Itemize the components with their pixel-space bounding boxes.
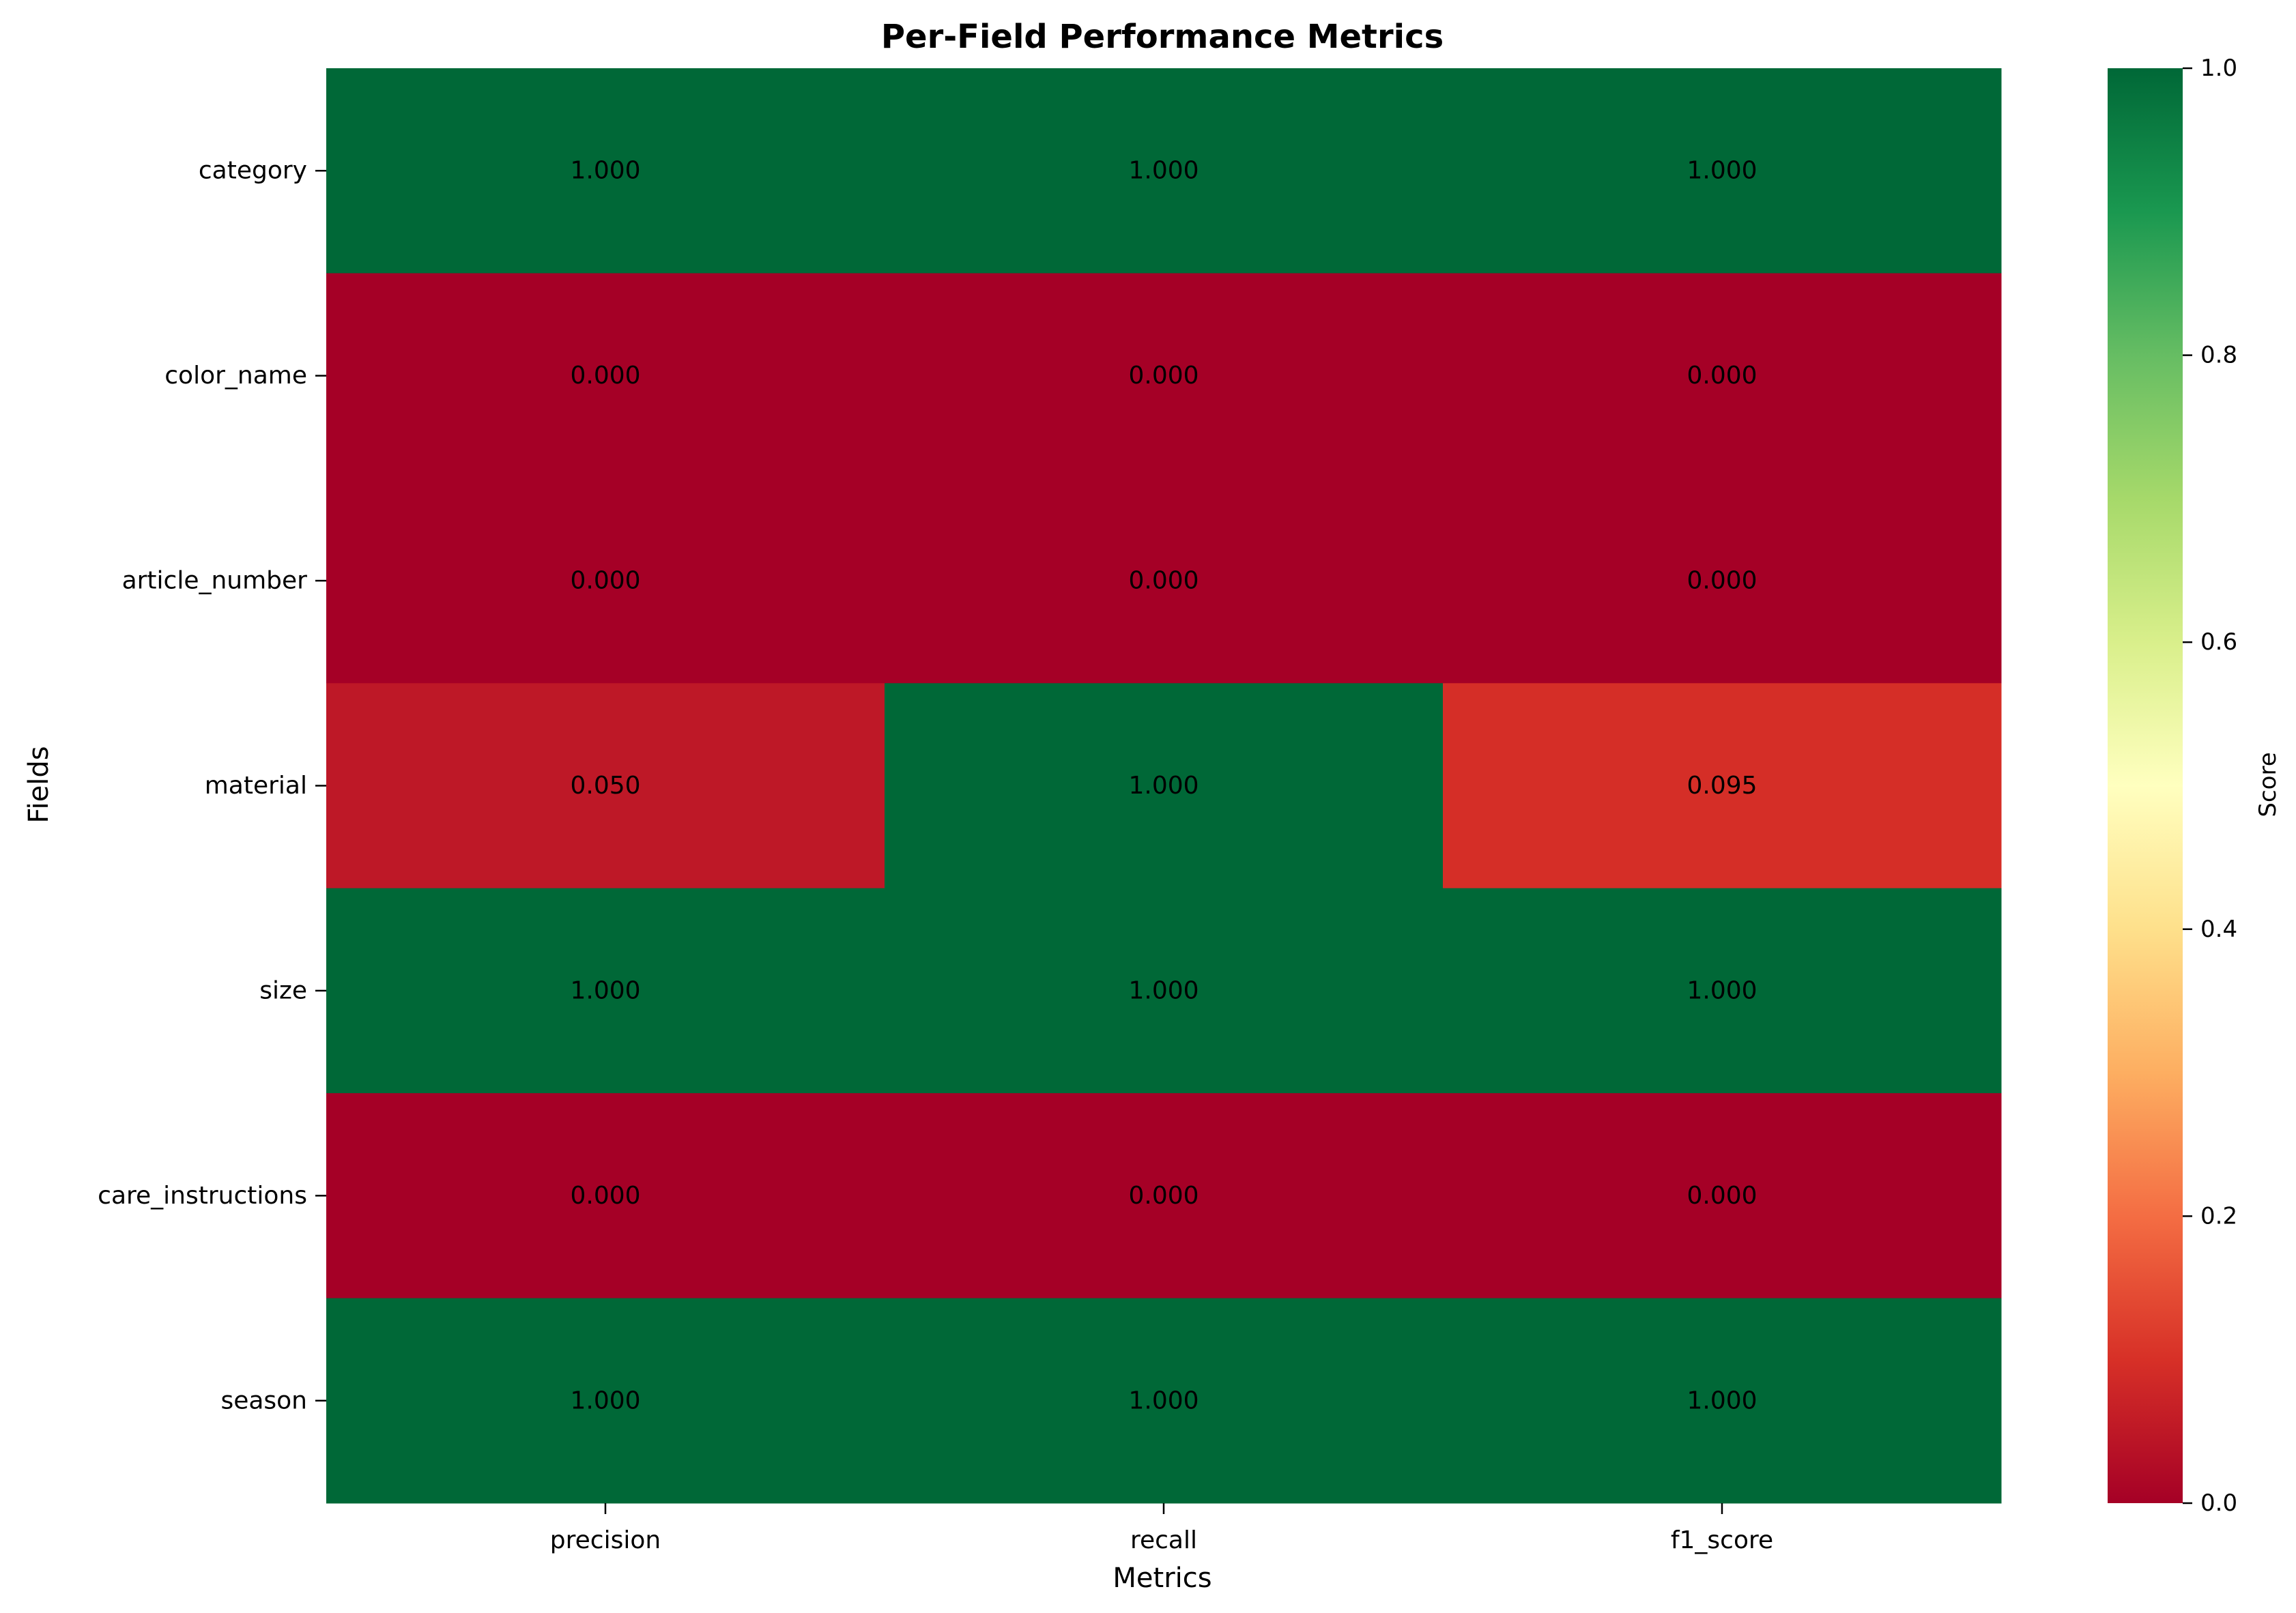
- cell-value-label: 1.000: [1128, 772, 1199, 800]
- y-axis-label: Fields: [23, 746, 55, 823]
- heatmap-cell: [326, 888, 885, 1094]
- cell-value-label: 1.000: [570, 976, 640, 1004]
- heatmap-cell: [885, 68, 1444, 274]
- heatmap-cell: [1443, 888, 2002, 1094]
- y-tick-label: category: [199, 157, 307, 185]
- heatmap-cell: [326, 273, 885, 479]
- heatmap-cell: [885, 888, 1444, 1094]
- cell-value-label: 0.000: [570, 1182, 640, 1210]
- cell-value-label: 0.000: [1687, 362, 1757, 390]
- heatmap-cell: [885, 1298, 1444, 1504]
- colorbar-tick-label: 0.0: [2200, 1490, 2237, 1517]
- heatmap-cell: [326, 68, 885, 274]
- y-tick-label: care_instructions: [98, 1182, 307, 1210]
- y-tick-label: size: [259, 976, 307, 1004]
- heatmap-cell: [885, 683, 1444, 889]
- colorbar-tick-label: 1.0: [2200, 55, 2237, 82]
- cell-value-label: 1.000: [1687, 157, 1757, 185]
- cell-value-label: 0.000: [570, 362, 640, 390]
- cell-value-label: 1.000: [1128, 157, 1199, 185]
- y-tick-label: material: [205, 772, 307, 800]
- cell-value-label: 0.095: [1687, 772, 1757, 800]
- cell-value-label: 1.000: [570, 157, 640, 185]
- x-axis: precision recall f1_score: [550, 1503, 1773, 1554]
- x-axis-label: Metrics: [1113, 1563, 1211, 1594]
- heatmap-cell: [1443, 1298, 2002, 1504]
- cell-value-label: 0.000: [1687, 567, 1757, 595]
- heatmap-cell: [326, 478, 885, 684]
- cell-value-label: 1.000: [570, 1386, 640, 1414]
- cell-value-label: 0.000: [1128, 1182, 1199, 1210]
- colorbar-tick-label: 0.2: [2200, 1202, 2237, 1230]
- heatmap-cells: [326, 68, 2002, 1504]
- cell-value-label: 0.000: [1128, 567, 1199, 595]
- cell-value-label: 0.000: [570, 567, 640, 595]
- cell-value-labels: 1.000 1.000 1.000 0.000 0.000 0.000 0.000 0.000…: [570, 157, 1757, 1415]
- cell-value-label: 1.000: [1128, 1386, 1199, 1414]
- x-tick-label: recall: [1130, 1526, 1197, 1554]
- colorbar-tick-label: 0.6: [2200, 628, 2237, 656]
- colorbar-tick-label: 0.4: [2200, 916, 2237, 943]
- colorbar-label: Score: [2254, 752, 2282, 817]
- cell-value-label: 1.000: [1687, 1386, 1757, 1414]
- y-tick-label: article_number: [122, 567, 308, 595]
- cell-value-label: 0.050: [570, 772, 640, 800]
- heatmap-cell: [1443, 273, 2002, 479]
- heatmap-cell: [1443, 683, 2002, 889]
- colorbar: 0.0 0.2 0.4 0.6 0.8 1.0: [2108, 55, 2237, 1517]
- cell-value-label: 0.000: [1128, 362, 1199, 390]
- heatmap-cell: [1443, 1093, 2002, 1299]
- heatmap-cell: [326, 1298, 885, 1504]
- y-tick-label: season: [220, 1386, 307, 1414]
- heatmap-cell: [885, 1093, 1444, 1299]
- heatmap-cell: [885, 273, 1444, 479]
- x-tick-label: precision: [550, 1526, 661, 1554]
- colorbar-gradient: [2108, 68, 2183, 1503]
- cell-value-label: 1.000: [1687, 976, 1757, 1004]
- y-axis: category color_name article_number material…: [98, 157, 326, 1414]
- y-tick-label: color_name: [164, 362, 307, 390]
- heatmap-cell: [1443, 478, 2002, 684]
- cell-value-label: 0.000: [1687, 1182, 1757, 1210]
- x-tick-label: f1_score: [1671, 1526, 1773, 1554]
- heatmap-cell: [326, 1093, 885, 1299]
- chart-title: Per-Field Performance Metrics: [881, 18, 1444, 56]
- heatmap-cell: [885, 478, 1444, 684]
- cell-value-label: 1.000: [1128, 976, 1199, 1004]
- heatmap-cell: [1443, 68, 2002, 274]
- colorbar-tick-label: 0.8: [2200, 342, 2237, 369]
- heatmap-cell: [326, 683, 885, 889]
